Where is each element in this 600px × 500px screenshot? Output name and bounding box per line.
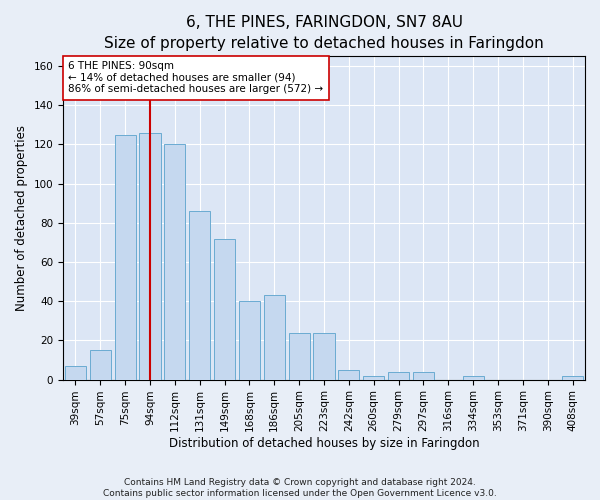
X-axis label: Distribution of detached houses by size in Faringdon: Distribution of detached houses by size … xyxy=(169,437,479,450)
Bar xyxy=(289,332,310,380)
Text: Contains HM Land Registry data © Crown copyright and database right 2024.
Contai: Contains HM Land Registry data © Crown c… xyxy=(103,478,497,498)
Bar xyxy=(214,238,235,380)
Title: 6, THE PINES, FARINGDON, SN7 8AU
Size of property relative to detached houses in: 6, THE PINES, FARINGDON, SN7 8AU Size of… xyxy=(104,15,544,51)
Bar xyxy=(90,350,111,380)
Bar xyxy=(264,296,285,380)
Bar xyxy=(115,134,136,380)
Bar xyxy=(338,370,359,380)
Bar xyxy=(363,376,384,380)
Bar xyxy=(189,211,210,380)
Bar xyxy=(65,366,86,380)
Bar xyxy=(463,376,484,380)
Bar xyxy=(413,372,434,380)
Y-axis label: Number of detached properties: Number of detached properties xyxy=(15,125,28,311)
Bar xyxy=(562,376,583,380)
Bar xyxy=(239,301,260,380)
Bar xyxy=(139,132,161,380)
Bar xyxy=(164,144,185,380)
Bar xyxy=(313,332,335,380)
Bar xyxy=(388,372,409,380)
Text: 6 THE PINES: 90sqm
← 14% of detached houses are smaller (94)
86% of semi-detache: 6 THE PINES: 90sqm ← 14% of detached hou… xyxy=(68,61,323,94)
